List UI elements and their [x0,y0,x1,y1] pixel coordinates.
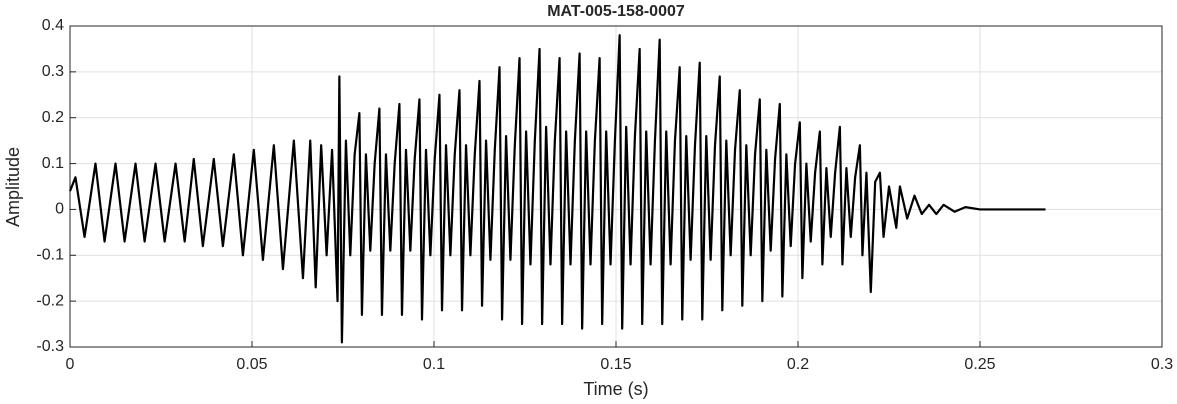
y-tick-label: 0.2 [42,109,64,126]
x-tick-label: 0.05 [236,356,267,373]
y-tick-label: 0.3 [42,63,64,80]
x-tick-label: 0.25 [964,356,995,373]
y-axis-label: Amplitude [3,147,23,227]
plot-frame [69,25,1163,348]
waveform-line [68,34,1046,344]
y-tick-label: -0.3 [36,338,64,355]
y-tick-label: -0.2 [36,292,64,309]
chart-title: MAT-005-158-0007 [547,3,685,20]
y-tick-label: 0 [55,201,64,218]
y-tick-label: 0.1 [42,155,64,172]
x-tick-label: 0.2 [787,356,809,373]
x-tick-label: 0.1 [423,356,445,373]
x-axis-label: Time (s) [583,379,648,399]
x-tick-label: 0.3 [1151,356,1173,373]
y-tick-label: -0.1 [36,247,64,264]
x-tick-label: 0 [66,356,75,373]
y-tick-label: 0.4 [42,17,64,34]
x-tick-label: 0.15 [600,356,631,373]
